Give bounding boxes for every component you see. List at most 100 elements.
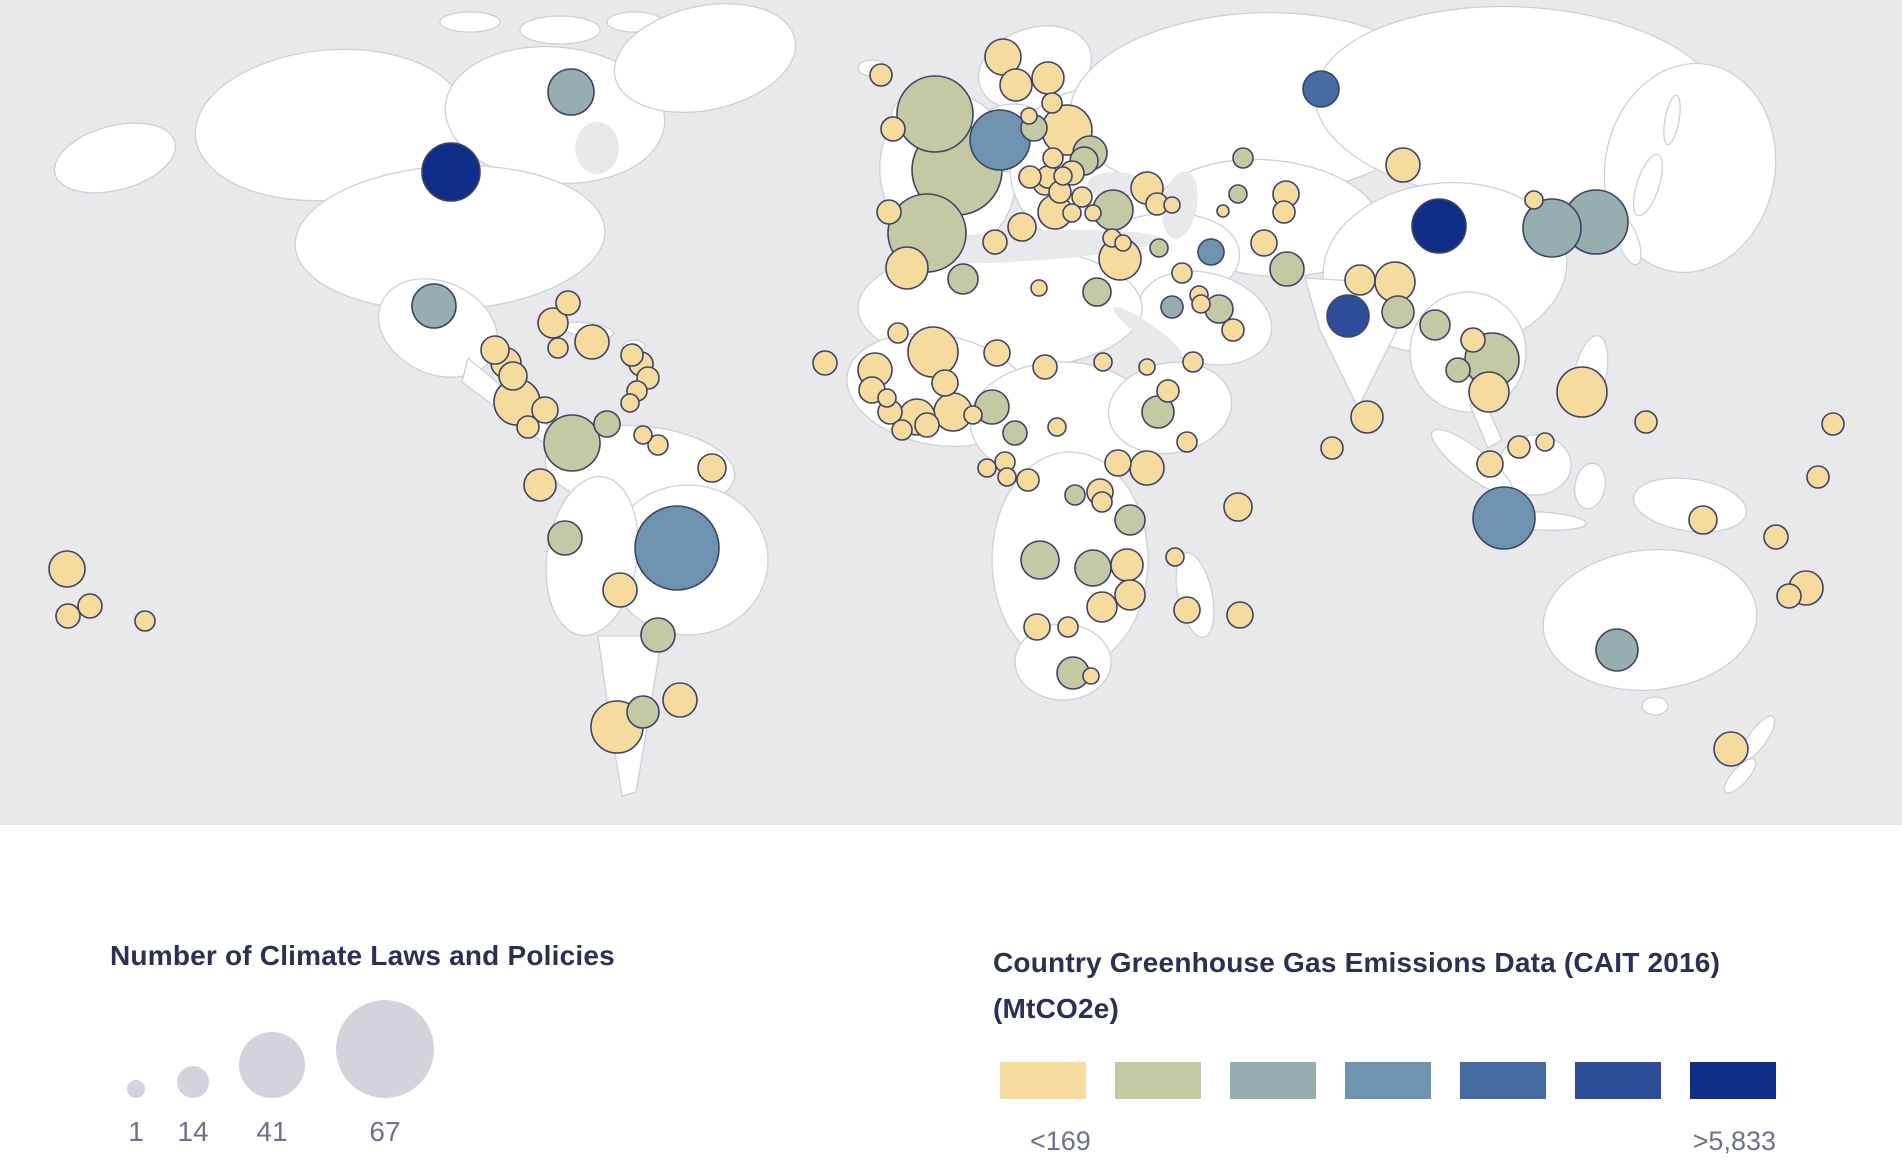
country-bubble[interactable] <box>1057 616 1079 638</box>
country-bubble[interactable] <box>1445 357 1471 383</box>
country-bubble[interactable] <box>1460 327 1486 353</box>
country-bubble[interactable] <box>1156 379 1180 403</box>
country-bubble[interactable] <box>880 116 906 142</box>
country-bubble[interactable] <box>1173 596 1201 624</box>
country-bubble[interactable] <box>1032 354 1058 380</box>
country-bubble[interactable] <box>963 405 983 425</box>
country-bubble[interactable] <box>1138 358 1156 376</box>
country-bubble[interactable] <box>1176 431 1198 453</box>
country-bubble[interactable] <box>1182 351 1204 373</box>
country-bubble[interactable] <box>1023 613 1051 641</box>
country-bubble[interactable] <box>931 369 959 397</box>
country-bubble[interactable] <box>1064 484 1086 506</box>
country-bubble[interactable] <box>647 434 669 456</box>
country-bubble[interactable] <box>1522 198 1582 258</box>
country-bubble[interactable] <box>1114 504 1146 536</box>
country-bubble[interactable] <box>999 68 1033 102</box>
country-bubble[interactable] <box>626 695 660 729</box>
country-bubble[interactable] <box>869 63 893 87</box>
country-bubble[interactable] <box>876 199 902 225</box>
country-bubble[interactable] <box>1165 547 1185 567</box>
country-bubble[interactable] <box>914 412 940 438</box>
country-bubble[interactable] <box>907 326 959 378</box>
country-bubble[interactable] <box>1476 450 1504 478</box>
country-bubble[interactable] <box>634 505 720 591</box>
country-bubble[interactable] <box>1163 196 1181 214</box>
country-bubble[interactable] <box>1776 583 1802 609</box>
country-bubble[interactable] <box>891 419 913 441</box>
country-bubble[interactable] <box>1086 591 1118 623</box>
country-bubble[interactable] <box>1223 492 1253 522</box>
country-bubble[interactable] <box>547 68 595 116</box>
country-bubble[interactable] <box>885 246 929 290</box>
country-bubble[interactable] <box>1020 107 1038 125</box>
country-bubble[interactable] <box>543 414 601 472</box>
country-bubble[interactable] <box>1232 147 1254 169</box>
country-bubble[interactable] <box>1250 229 1278 257</box>
country-bubble[interactable] <box>1344 264 1376 296</box>
country-bubble[interactable] <box>1093 352 1113 372</box>
country-bubble[interactable] <box>134 610 156 632</box>
country-bubble[interactable] <box>982 229 1008 255</box>
country-bubble[interactable] <box>877 388 897 408</box>
country-bubble[interactable] <box>498 361 528 391</box>
country-bubble[interactable] <box>1269 251 1305 287</box>
country-bubble[interactable] <box>896 75 974 153</box>
country-bubble[interactable] <box>55 603 81 629</box>
country-bubble[interactable] <box>997 467 1017 487</box>
country-bubble[interactable] <box>1806 465 1830 489</box>
country-bubble[interactable] <box>1216 204 1230 218</box>
country-bubble[interactable] <box>1114 579 1146 611</box>
country-bubble[interactable] <box>1091 491 1113 513</box>
country-bubble[interactable] <box>547 337 569 359</box>
country-bubble[interactable] <box>620 343 644 367</box>
country-bubble[interactable] <box>1047 417 1067 437</box>
country-bubble[interactable] <box>1007 212 1037 242</box>
country-bubble[interactable] <box>1411 198 1467 254</box>
country-bubble[interactable] <box>983 339 1011 367</box>
country-bubble[interactable] <box>1713 731 1749 767</box>
country-bubble[interactable] <box>1074 549 1112 587</box>
country-bubble[interactable] <box>1350 400 1384 434</box>
country-bubble[interactable] <box>640 617 676 653</box>
country-bubble[interactable] <box>1688 505 1718 535</box>
country-bubble[interactable] <box>1042 147 1064 169</box>
country-bubble[interactable] <box>1419 309 1451 341</box>
country-bubble[interactable] <box>411 283 457 329</box>
country-bubble[interactable] <box>1556 366 1608 418</box>
country-bubble[interactable] <box>537 307 569 339</box>
country-bubble[interactable] <box>1082 667 1100 685</box>
country-bubble[interactable] <box>48 550 86 588</box>
country-bubble[interactable] <box>1082 277 1112 307</box>
country-bubble[interactable] <box>1071 186 1093 208</box>
country-bubble[interactable] <box>1084 204 1102 222</box>
country-bubble[interactable] <box>1524 190 1544 210</box>
country-bubble[interactable] <box>1221 318 1245 342</box>
country-bubble[interactable] <box>1016 468 1040 492</box>
country-bubble[interactable] <box>1197 238 1225 266</box>
country-bubble[interactable] <box>1062 203 1082 223</box>
country-bubble[interactable] <box>1031 61 1065 95</box>
country-bubble[interactable] <box>1114 234 1132 252</box>
country-bubble[interactable] <box>1535 432 1555 452</box>
country-bubble[interactable] <box>593 410 621 438</box>
country-bubble[interactable] <box>977 458 997 478</box>
country-bubble[interactable] <box>1104 449 1132 477</box>
country-bubble[interactable] <box>1595 628 1639 672</box>
country-bubble[interactable] <box>1160 295 1184 319</box>
country-bubble[interactable] <box>1302 70 1340 108</box>
country-bubble[interactable] <box>421 142 481 202</box>
country-bubble[interactable] <box>516 415 540 439</box>
country-bubble[interactable] <box>1018 165 1042 189</box>
country-bubble[interactable] <box>1171 262 1193 284</box>
country-bubble[interactable] <box>1041 92 1063 114</box>
country-bubble[interactable] <box>1385 147 1421 183</box>
country-bubble[interactable] <box>1320 436 1344 460</box>
country-bubble[interactable] <box>1763 524 1789 550</box>
country-bubble[interactable] <box>480 335 510 365</box>
country-bubble[interactable] <box>662 682 698 718</box>
country-bubble[interactable] <box>812 350 838 376</box>
country-bubble[interactable] <box>947 263 979 295</box>
country-bubble[interactable] <box>1110 548 1144 582</box>
country-bubble[interactable] <box>1149 238 1169 258</box>
